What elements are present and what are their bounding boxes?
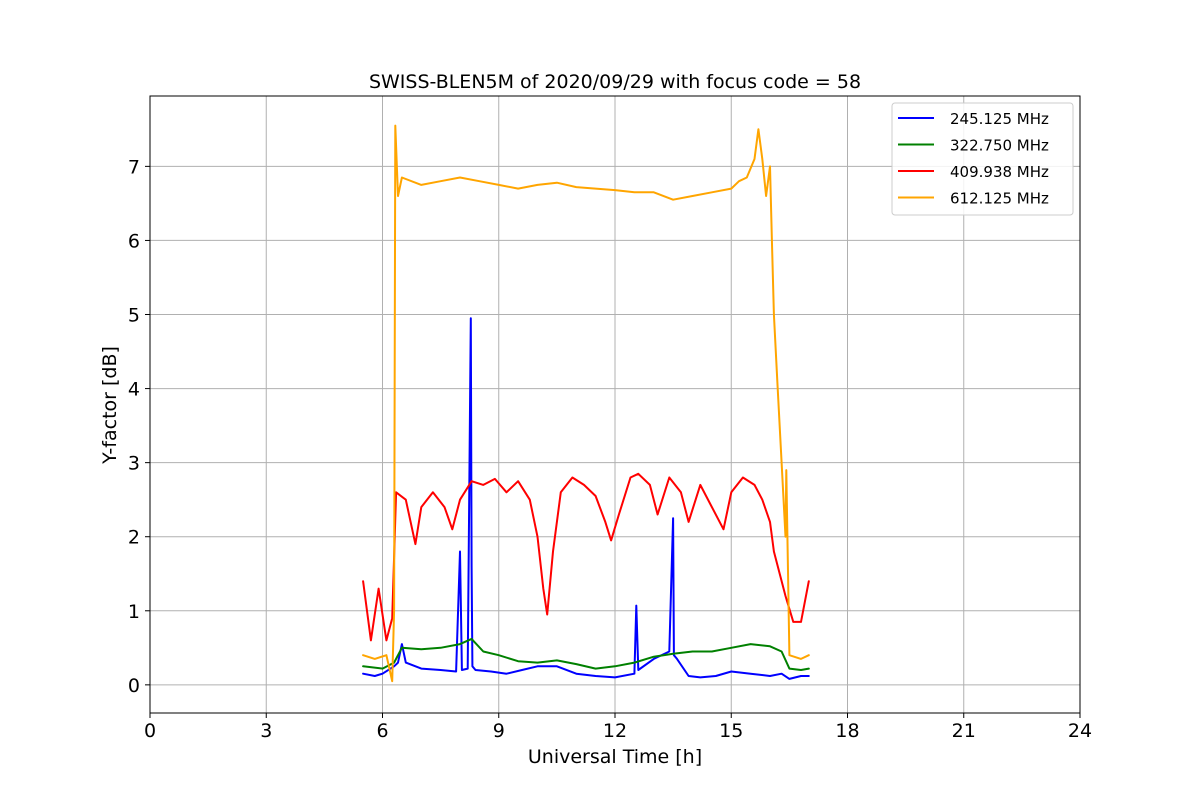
data-series bbox=[362, 124, 810, 683]
series-line-409-938 bbox=[362, 472, 810, 642]
legend-box bbox=[891, 102, 1074, 216]
series-line-245-125 bbox=[362, 317, 810, 680]
series-line-612-125 bbox=[362, 124, 810, 683]
x-axis-label: Universal Time [h] bbox=[528, 746, 702, 768]
x-tick-label: 15 bbox=[719, 720, 743, 742]
x-tick-label: 18 bbox=[835, 720, 859, 742]
legend-entry-label: 612.125 MHz bbox=[950, 190, 1049, 208]
x-tick-label: 6 bbox=[376, 720, 388, 742]
y-tick-label: 5 bbox=[128, 305, 140, 327]
y-tick-label: 3 bbox=[128, 453, 140, 475]
x-tick-label: 12 bbox=[603, 720, 627, 742]
x-tick-label: 0 bbox=[144, 720, 156, 742]
x-tick-label: 9 bbox=[493, 720, 505, 742]
y-tick-label: 2 bbox=[128, 527, 140, 549]
y-tick-label: 6 bbox=[128, 230, 140, 252]
legend: 245.125 MHz 322.750 MHz 409.938 MHz 612.125… bbox=[891, 102, 1074, 216]
legend-entry-label: 409.938 MHz bbox=[950, 163, 1049, 181]
y-tick-label: 1 bbox=[128, 601, 140, 623]
chart-title: SWISS-BLEN5M of 2020/09/29 with focus co… bbox=[369, 71, 861, 93]
y-tick-label: 7 bbox=[128, 156, 140, 178]
y-tick-label: 4 bbox=[128, 379, 140, 401]
y-axis-label: Y-factor [dB] bbox=[99, 346, 121, 465]
legend-entry-label: 322.750 MHz bbox=[950, 137, 1049, 155]
series-line-322-750 bbox=[362, 637, 810, 671]
x-tick-label: 21 bbox=[952, 720, 976, 742]
y-tick-label: 0 bbox=[128, 675, 140, 697]
x-tick-label: 3 bbox=[260, 720, 272, 742]
legend-entry-label: 245.125 MHz bbox=[950, 110, 1049, 128]
x-tick-label: 24 bbox=[1068, 720, 1092, 742]
